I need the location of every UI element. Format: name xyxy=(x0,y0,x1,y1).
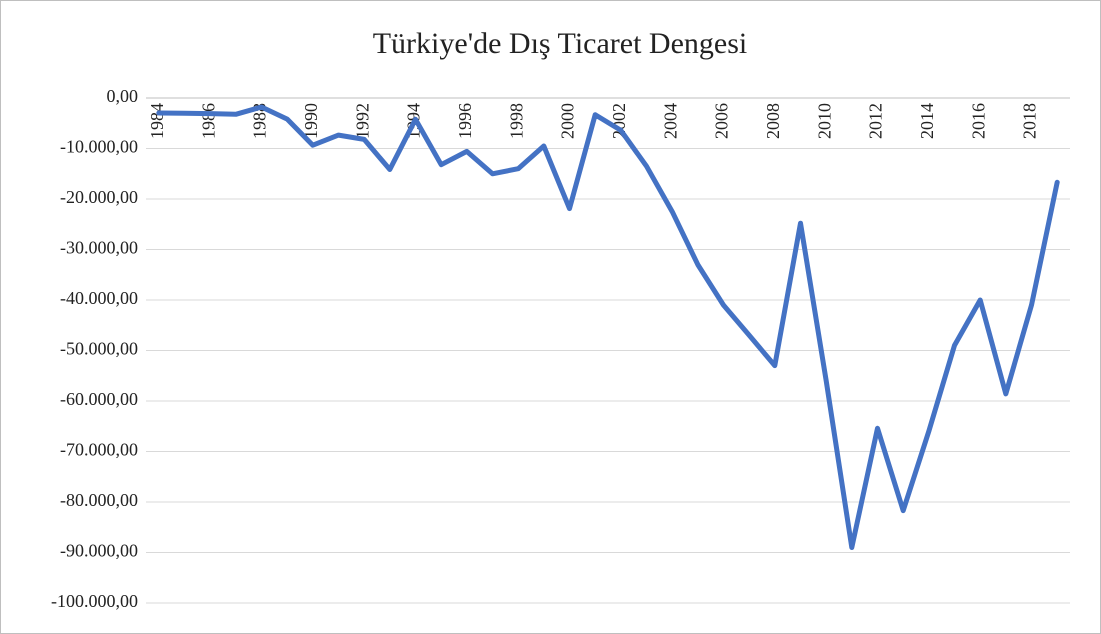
y-tick-label: 0,00 xyxy=(107,86,139,106)
y-tick-label: -70.000,00 xyxy=(60,440,138,460)
y-tick-label: -20.000,00 xyxy=(60,187,138,207)
line-series xyxy=(156,104,1060,550)
x-tick-label: 1984 xyxy=(147,103,167,139)
x-tick-label: 2000 xyxy=(558,103,578,139)
y-tick-label: -50.000,00 xyxy=(60,339,138,359)
x-tick-label: 2004 xyxy=(660,103,680,139)
x-tick-label: 1992 xyxy=(352,103,372,139)
y-tick-label: -100.000,00 xyxy=(51,591,138,611)
x-tick-label: 1988 xyxy=(250,103,270,139)
x-tick-label: 2018 xyxy=(1020,103,1040,139)
y-tick-label: -30.000,00 xyxy=(60,238,138,258)
y-tick-label: -90.000,00 xyxy=(60,541,138,561)
x-tick-label: 2016 xyxy=(968,103,988,139)
y-tick-label: -10.000,00 xyxy=(60,137,138,157)
x-tick-label: 1998 xyxy=(506,103,526,139)
y-tick-label: -40.000,00 xyxy=(60,288,138,308)
x-tick-label: 2008 xyxy=(763,103,783,139)
x-tick-label: 1986 xyxy=(198,103,218,139)
chart-title: Türkiye'de Dış Ticaret Dengesi xyxy=(373,27,748,60)
x-tick-label: 1996 xyxy=(455,103,475,139)
x-tick-label: 2002 xyxy=(609,103,629,139)
x-tick-label: 2012 xyxy=(866,103,886,139)
x-tick-label: 2014 xyxy=(917,103,937,139)
y-tick-label: -80.000,00 xyxy=(60,490,138,510)
x-tick-label: 2006 xyxy=(712,103,732,139)
x-tick-label: 2010 xyxy=(814,103,834,139)
x-tick-label: 1990 xyxy=(301,103,321,139)
y-tick-label: -60.000,00 xyxy=(60,389,138,409)
